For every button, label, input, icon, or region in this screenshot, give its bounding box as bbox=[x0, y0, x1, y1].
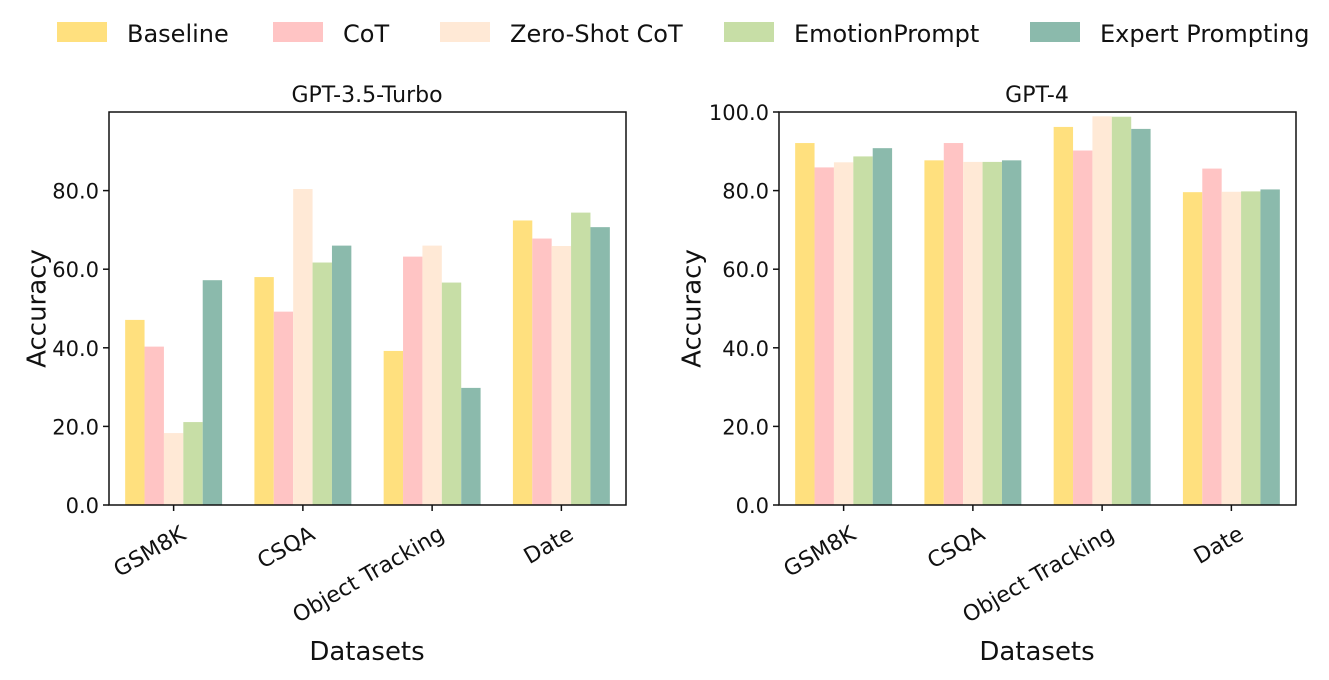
x-tick-label-date: Date bbox=[520, 522, 578, 570]
bar-date-zero-shot-cot bbox=[551, 246, 572, 505]
legend-label-zero-shot-cot: Zero-Shot CoT bbox=[510, 20, 683, 48]
x-axis-label: Datasets bbox=[309, 637, 424, 667]
bar-date-expert-prompting bbox=[590, 227, 610, 505]
bar-gsm8k-zero-shot-cot bbox=[163, 433, 184, 505]
bar-gsm8k-zero-shot-cot bbox=[833, 162, 854, 506]
bar-csqa-baseline bbox=[924, 160, 944, 505]
plot-frame bbox=[778, 111, 1297, 506]
bar-csqa-emotionprompt bbox=[312, 262, 332, 505]
bar-object-tracking-zero-shot-cot bbox=[1092, 116, 1112, 505]
bar-csqa-zero-shot-cot bbox=[963, 161, 983, 505]
bar-csqa-cot bbox=[943, 143, 964, 506]
legend-label-emotionprompt: EmotionPrompt bbox=[794, 20, 979, 48]
legend-label-cot: CoT bbox=[343, 20, 389, 48]
legend-swatch-cot bbox=[273, 22, 323, 42]
y-axis-label: Accuracy bbox=[678, 249, 708, 368]
bar-object-tracking-emotionprompt bbox=[1111, 116, 1132, 505]
y-tick-label: 60.0 bbox=[722, 258, 769, 282]
y-tick-label: 100.0 bbox=[709, 101, 769, 125]
x-tick-label-date: Date bbox=[1190, 522, 1248, 570]
bar-object-tracking-emotionprompt bbox=[441, 282, 462, 505]
bar-object-tracking-baseline bbox=[1053, 126, 1074, 506]
bar-date-zero-shot-cot bbox=[1221, 191, 1242, 505]
x-axis-label: Datasets bbox=[979, 637, 1094, 667]
legend-swatch-baseline bbox=[57, 22, 107, 42]
x-tick-label-gsm8k: GSM8K bbox=[110, 521, 191, 582]
legend-label-expert-prompting: Expert Prompting bbox=[1100, 20, 1309, 48]
bar-object-tracking-cot bbox=[1073, 150, 1093, 505]
y-axis-label: Accuracy bbox=[23, 249, 53, 368]
legend-swatch-emotionprompt bbox=[724, 22, 774, 42]
bar-csqa-expert-prompting bbox=[331, 245, 352, 505]
bar-csqa-zero-shot-cot bbox=[293, 189, 313, 505]
bar-object-tracking-baseline bbox=[383, 350, 404, 505]
bar-date-expert-prompting bbox=[1260, 189, 1280, 506]
bar-date-cot bbox=[1202, 168, 1222, 505]
bar-date-emotionprompt bbox=[571, 212, 591, 506]
bar-csqa-emotionprompt bbox=[982, 161, 1002, 505]
y-tick-label: 60.0 bbox=[52, 258, 99, 282]
bar-date-baseline bbox=[512, 220, 533, 505]
bar-gsm8k-expert-prompting bbox=[872, 148, 893, 505]
y-tick-label: 20.0 bbox=[722, 415, 769, 439]
legend-swatch-zero-shot-cot bbox=[440, 22, 490, 42]
bar-date-baseline bbox=[1182, 192, 1203, 506]
legend-label-baseline: Baseline bbox=[127, 20, 229, 48]
bar-csqa-cot bbox=[273, 311, 294, 505]
bar-gsm8k-cot bbox=[144, 346, 164, 505]
bar-object-tracking-zero-shot-cot bbox=[422, 245, 442, 505]
bar-date-emotionprompt bbox=[1241, 191, 1261, 505]
x-tick-label-gsm8k: GSM8K bbox=[780, 521, 861, 582]
bar-gsm8k-cot bbox=[814, 167, 834, 505]
y-tick-label: 0.0 bbox=[736, 494, 769, 518]
y-tick-label: 40.0 bbox=[52, 337, 99, 361]
bar-gsm8k-emotionprompt bbox=[183, 422, 203, 505]
bar-gsm8k-baseline bbox=[125, 319, 145, 505]
chart-title: GPT-3.5-Turbo bbox=[291, 83, 442, 108]
y-tick-label: 20.0 bbox=[52, 415, 99, 439]
legend: Baseline CoT Zero-Shot CoT EmotionPrompt Exp… bbox=[57, 20, 1309, 48]
bar-object-tracking-expert-prompting bbox=[461, 387, 481, 505]
bar-gsm8k-expert-prompting bbox=[202, 280, 223, 505]
bar-gsm8k-emotionprompt bbox=[853, 156, 873, 505]
y-tick-label: 0.0 bbox=[66, 494, 99, 518]
x-tick-label-csqa: CSQA bbox=[924, 522, 990, 575]
y-tick-label: 40.0 bbox=[722, 337, 769, 361]
y-tick-label: 80.0 bbox=[722, 180, 769, 204]
bar-object-tracking-expert-prompting bbox=[1131, 128, 1151, 505]
y-tick-label: 80.0 bbox=[52, 180, 99, 204]
chart-title: GPT-4 bbox=[1005, 83, 1069, 108]
x-tick-label-csqa: CSQA bbox=[254, 522, 320, 575]
bar-csqa-baseline bbox=[254, 277, 274, 505]
bar-gsm8k-baseline bbox=[795, 143, 815, 506]
bar-object-tracking-cot bbox=[403, 256, 423, 505]
plot-frame bbox=[108, 111, 627, 506]
legend-swatch-expert-prompting bbox=[1030, 22, 1080, 42]
bar-date-cot bbox=[532, 238, 552, 506]
bar-csqa-expert-prompting bbox=[1001, 160, 1022, 505]
